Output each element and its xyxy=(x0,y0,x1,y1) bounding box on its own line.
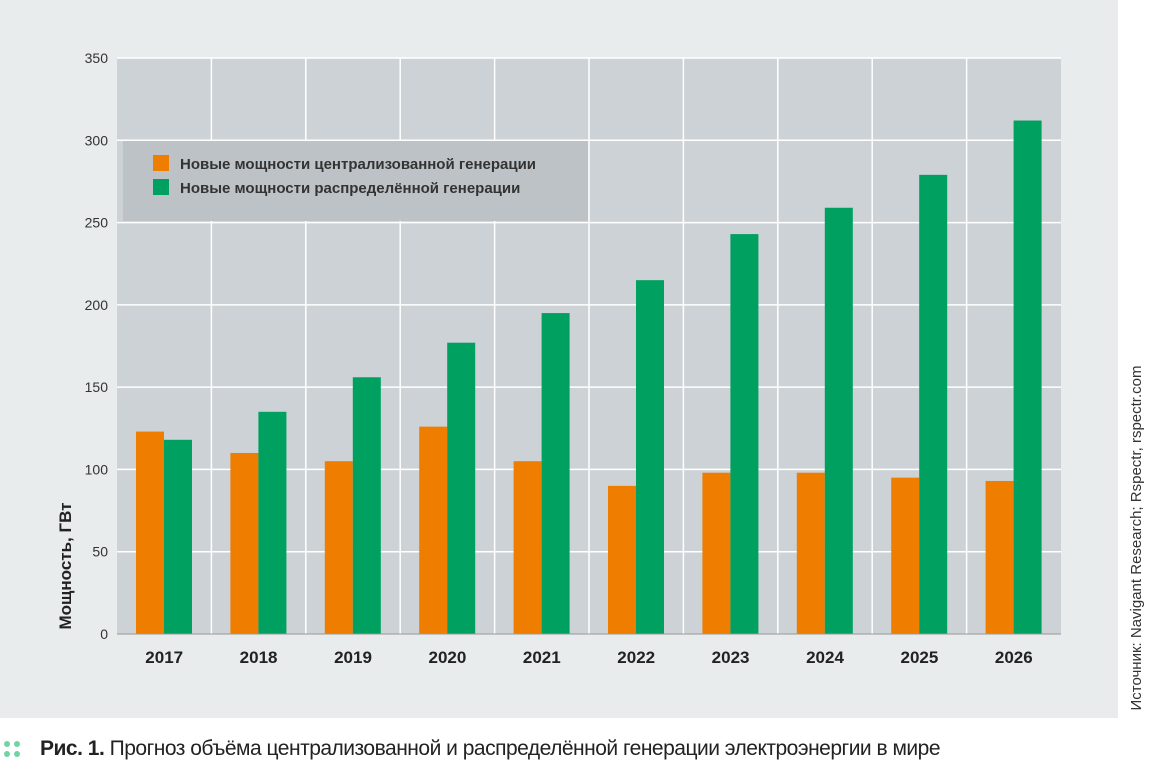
legend-swatch xyxy=(153,179,169,195)
caption-body: Прогноз объёма централизованной и распре… xyxy=(109,737,941,760)
bar-centralized-2018 xyxy=(230,452,259,634)
bar-centralized-2019 xyxy=(324,461,353,634)
bar-distributed-2019 xyxy=(352,377,381,634)
bar-centralized-2023 xyxy=(702,472,731,634)
bar-centralized-2026 xyxy=(985,480,1014,634)
legend-box xyxy=(123,141,588,221)
x-tick-label: 2022 xyxy=(617,648,655,667)
bar-distributed-2023 xyxy=(730,234,759,634)
bar-distributed-2020 xyxy=(447,342,476,634)
y-tick-label: 250 xyxy=(85,215,109,231)
y-tick-label: 150 xyxy=(85,379,109,395)
x-tick-label: 2023 xyxy=(712,648,750,667)
bar-distributed-2018 xyxy=(258,411,287,634)
legend: Новые мощности централизованной генераци… xyxy=(123,141,588,221)
bar-distributed-2017 xyxy=(164,439,192,634)
y-tick-label: 50 xyxy=(92,544,108,560)
bar-centralized-2022 xyxy=(608,485,636,634)
x-axis: 2017 2018 2019 2020 2021 2022 2023 2024 2025 2026 xyxy=(117,633,1061,667)
bar-distributed-2022 xyxy=(636,280,664,634)
bar-distributed-2025 xyxy=(919,174,948,635)
bar-centralized-2020 xyxy=(419,426,448,634)
bar-distributed-2026 xyxy=(1013,120,1042,635)
x-tick-label: 2019 xyxy=(334,648,372,667)
y-tick-label: 200 xyxy=(85,297,109,313)
x-tick-label: 2021 xyxy=(523,648,561,667)
legend-label: Новые мощности распределённой генерации xyxy=(180,180,520,197)
bar-centralized-2025 xyxy=(891,477,920,634)
bar-distributed-2021 xyxy=(541,313,570,634)
y-tick-label: 100 xyxy=(85,461,109,477)
x-tick-label: 2020 xyxy=(428,648,466,667)
x-tick-label: 2024 xyxy=(806,648,844,667)
x-tick-label: 2017 xyxy=(145,648,183,667)
caption-label: Рис. 1. xyxy=(40,737,105,760)
x-tick-label: 2026 xyxy=(995,648,1033,667)
y-axis-title: Мощность, ГВт xyxy=(56,502,75,629)
y-tick-label: 0 xyxy=(100,626,108,642)
legend-label: Новые мощности централизованной генераци… xyxy=(180,156,536,173)
caption-text: Рис. 1. Прогноз объёма централизованной … xyxy=(40,737,941,761)
legend-swatch xyxy=(153,155,169,171)
bar-distributed-2024 xyxy=(824,207,853,634)
bars xyxy=(136,120,1042,635)
y-axis: 0 50 100 150 200 250 300 350 xyxy=(85,50,109,642)
x-tick-label: 2018 xyxy=(240,648,278,667)
bar-centralized-2021 xyxy=(513,461,542,634)
y-tick-label: 350 xyxy=(85,50,109,66)
source-note: Источник: Navigant Research; Rspectr, rs… xyxy=(1128,365,1145,711)
caption-dots-icon xyxy=(4,741,20,757)
figure-caption: Рис. 1. Прогноз объёма централизованной … xyxy=(0,724,1156,774)
bar-centralized-2024 xyxy=(796,472,825,634)
bar-centralized-2017 xyxy=(136,431,164,634)
y-tick-label: 300 xyxy=(85,132,109,148)
bar-chart: Новые мощности централизованной генераци… xyxy=(56,50,1061,667)
chart-panel: Новые мощности централизованной генераци… xyxy=(0,0,1118,718)
x-tick-label: 2025 xyxy=(900,648,938,667)
